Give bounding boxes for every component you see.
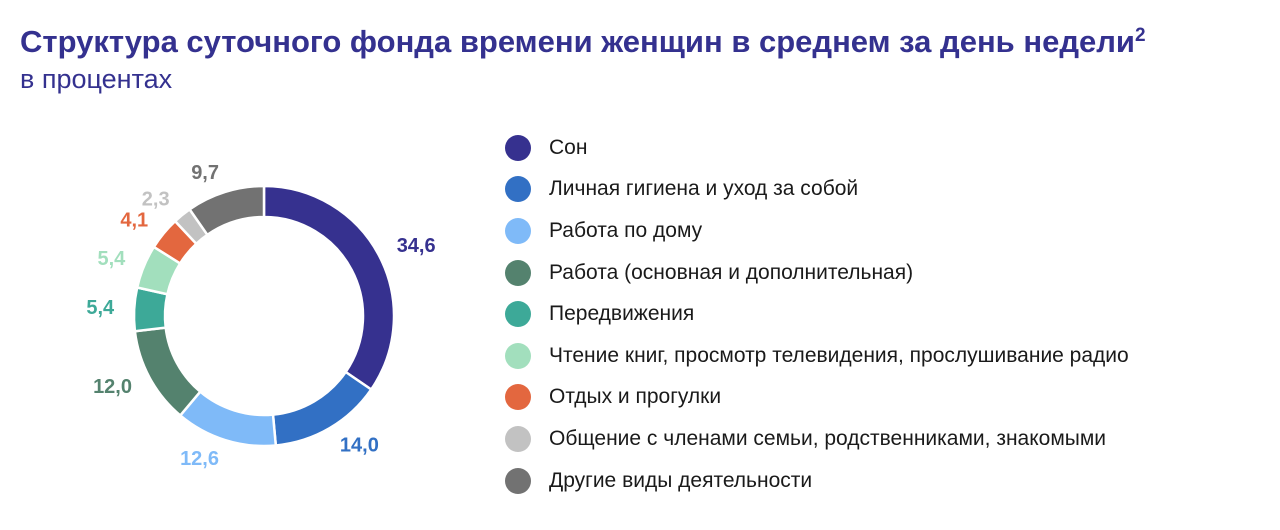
legend-swatch-3 <box>505 259 531 286</box>
legend-label-8: Другие виды деятельности <box>549 468 813 492</box>
legend-swatch-0 <box>505 134 531 161</box>
data-label-3: 12,0 <box>93 376 132 398</box>
legend-item-5: Чтение книг, просмотр телевидения, просл… <box>505 335 1129 377</box>
legend-label-4: Передвижения <box>549 302 695 326</box>
legend-label-2: Работа по дому <box>549 218 703 242</box>
legend-item-0: Сон <box>505 127 1129 169</box>
chart-legend: Сон Личная гигиена и уход за собой Работа … <box>505 127 1129 501</box>
legend-swatch-8 <box>505 467 531 494</box>
data-label-2: 12,6 <box>180 448 219 470</box>
legend-swatch-6 <box>505 384 531 411</box>
legend-label-0: Сон <box>549 135 588 159</box>
data-labels: 34,6 14,0 12,6 12,0 5,4 5,4 4,12,3 9,7 <box>86 162 435 470</box>
data-label-0: 34,6 <box>397 235 436 257</box>
data-label-5: 5,4 <box>97 248 126 270</box>
legend-label-5: Чтение книг, просмотр телевидения, просл… <box>549 343 1129 367</box>
legend-item-3: Работа (основная и дополнительная) <box>505 252 1129 294</box>
data-label-6: 4,1 <box>120 210 148 232</box>
data-label-4: 5,4 <box>86 297 115 319</box>
legend-item-1: Личная гигиена и уход за собой <box>505 169 1129 211</box>
chart-title-text: Структура суточного фонда времени женщин… <box>20 24 1135 59</box>
legend-label-6: Отдых и прогулки <box>549 385 722 409</box>
legend-item-7: Общение с членами семьи, родственниками,… <box>505 418 1129 460</box>
data-label-8: 9,7 <box>191 162 219 184</box>
donut-slices <box>132 184 396 448</box>
data-label-7: 2,3 <box>142 189 170 211</box>
data-label-1: 14,0 <box>340 434 379 456</box>
legend-swatch-5 <box>505 342 531 369</box>
legend-label-7: Общение с членами семьи, родственниками,… <box>549 426 1107 450</box>
legend-label-1: Личная гигиена и уход за собой <box>549 177 859 201</box>
legend-swatch-7 <box>505 425 531 452</box>
legend-item-8: Другие виды деятельности <box>505 460 1129 502</box>
legend-swatch-4 <box>505 301 531 328</box>
donut-chart: 34,6 14,0 12,6 12,0 5,4 5,4 4,12,3 9,7 <box>86 162 435 470</box>
legend-item-6: Отдых и прогулки <box>505 377 1129 419</box>
legend-item-2: Работа по дому <box>505 210 1129 252</box>
donut-slice-3 <box>133 326 202 417</box>
legend-label-3: Работа (основная и дополнительная) <box>549 260 914 284</box>
donut-slice-0 <box>262 184 396 391</box>
donut-slice-8 <box>188 184 266 237</box>
legend-swatch-2 <box>505 217 531 244</box>
title-footnote-marker: 2 <box>1135 25 1146 46</box>
legend-item-4: Передвижения <box>505 293 1129 335</box>
legend-swatch-1 <box>505 176 531 203</box>
chart-subtitle: в процентах <box>20 64 173 94</box>
chart-title: Структура суточного фонда времени женщин… <box>20 24 1146 60</box>
